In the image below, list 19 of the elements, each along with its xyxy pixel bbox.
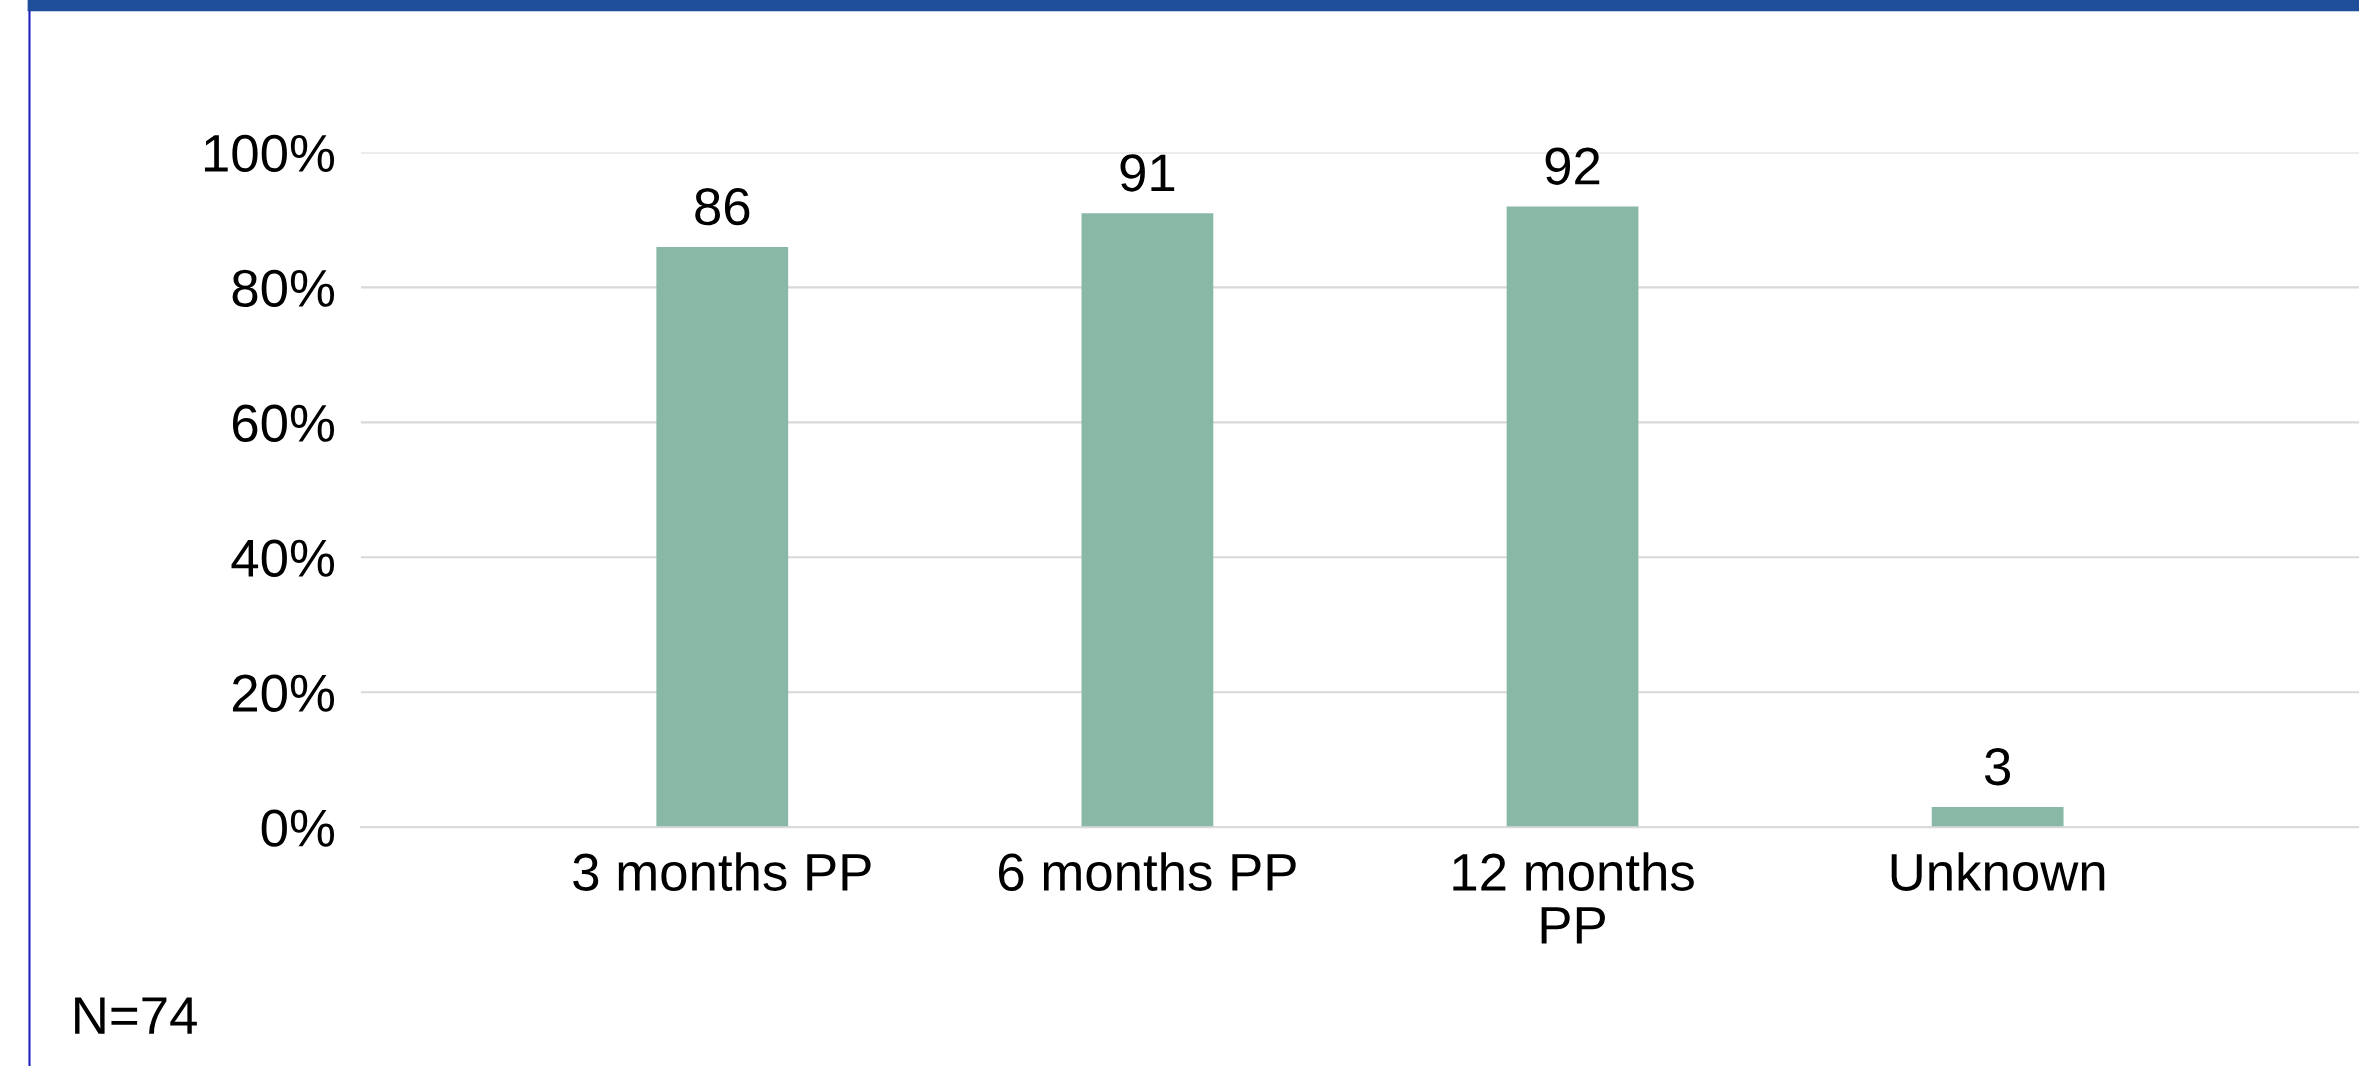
bar: [1506, 206, 1639, 828]
text: N=74: [75, 997, 197, 1034]
data-label: 3: [1984, 748, 2010, 786]
x-tick-label: 12 months PP: [1453, 852, 1694, 944]
y-tick-label: 40%: [231, 539, 335, 577]
bar: [656, 246, 789, 828]
y-tick-label: 100%: [204, 134, 335, 173]
data-label: 91: [1120, 154, 1175, 192]
data-label: 86: [695, 187, 750, 226]
y-tick-label: 20%: [232, 674, 335, 712]
x-tick-label: 3 months PP: [573, 852, 871, 891]
x-tick-label: Unknown: [1891, 852, 2105, 891]
y-tick-label: 60%: [232, 404, 335, 442]
y-tick-label: 0%: [261, 809, 335, 847]
x-tick-label: 6 months PP: [999, 852, 1296, 891]
bar: [1081, 213, 1214, 828]
bar: [1931, 806, 2064, 828]
y-tick-label: 80%: [232, 269, 335, 308]
data-label: 92: [1545, 147, 1600, 185]
